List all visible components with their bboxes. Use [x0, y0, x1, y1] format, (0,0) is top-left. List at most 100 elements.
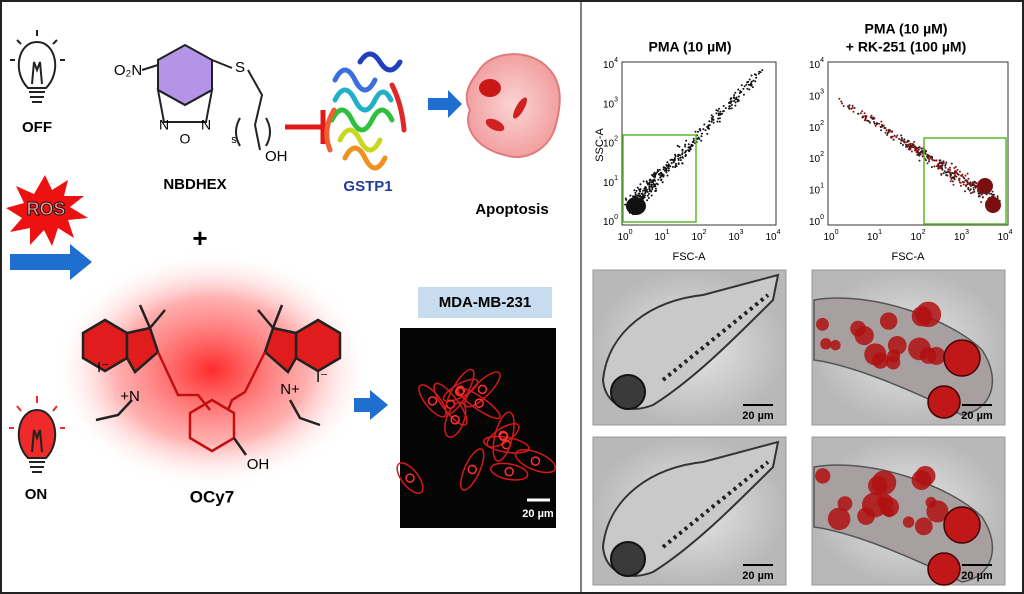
event-dot	[755, 74, 758, 76]
event-dot	[729, 101, 732, 104]
event-dot	[715, 112, 718, 115]
event-dot	[956, 173, 959, 176]
tick-label: 102	[910, 229, 925, 243]
cell	[444, 401, 467, 438]
event-dot	[697, 130, 699, 133]
tick-label: 103	[603, 96, 618, 110]
event-dot	[916, 147, 919, 150]
event-dot	[850, 107, 853, 110]
event-dot	[740, 84, 743, 87]
event-dot	[712, 115, 715, 118]
event-dot	[642, 194, 644, 196]
event-dot	[634, 193, 637, 196]
event-dot	[737, 95, 740, 98]
event-dot	[936, 163, 939, 166]
axis-label: FSC-A	[673, 251, 707, 263]
red-signal	[902, 516, 915, 528]
event-dot	[667, 165, 670, 167]
event-dot	[651, 188, 654, 191]
event-dot	[669, 159, 672, 161]
event-dot	[966, 183, 969, 186]
event-dot	[906, 144, 909, 146]
event-dot	[972, 186, 975, 189]
event-dot	[662, 166, 665, 169]
event-dot	[650, 194, 653, 197]
event-dot	[679, 159, 682, 162]
event-dot	[636, 194, 639, 197]
event-dot	[635, 189, 638, 192]
event-dot	[880, 123, 883, 126]
tick-base: 10	[603, 138, 615, 149]
tick-label: 103	[728, 229, 743, 243]
axis-label: SSC-A	[594, 128, 606, 162]
event-dot	[900, 138, 903, 141]
event-dot	[711, 118, 713, 121]
tick-exponent: 0	[820, 214, 824, 221]
event-dot	[953, 172, 956, 175]
event-dot	[655, 182, 658, 185]
tick-base: 10	[910, 232, 922, 243]
event-dot	[739, 90, 742, 92]
event-dot	[737, 98, 739, 101]
event-dot	[903, 141, 906, 144]
event-dot	[657, 178, 660, 181]
event-dot	[654, 179, 656, 182]
event-dot	[715, 109, 718, 112]
event-dot	[638, 189, 641, 192]
event-dot	[956, 169, 959, 171]
event-dot	[882, 124, 885, 127]
event-dot	[888, 130, 891, 133]
cell-body	[442, 378, 479, 403]
event-dot	[966, 172, 969, 175]
event-dot	[677, 153, 680, 156]
scale-bar-label: 20 µm	[742, 570, 774, 582]
arrow	[354, 390, 388, 420]
atom-label: OH	[265, 148, 288, 165]
event-dot	[980, 193, 983, 196]
event-dot	[672, 161, 675, 164]
event-dot	[944, 166, 947, 169]
event-dot	[650, 184, 653, 187]
event-dot	[666, 174, 669, 177]
tick-exponent: 3	[740, 229, 744, 236]
event-dot	[973, 190, 976, 193]
event-dot	[708, 120, 711, 123]
event-dot	[841, 102, 844, 105]
event-dot	[646, 199, 649, 202]
tick-exponent: 2	[820, 120, 824, 127]
event-dot	[647, 197, 650, 199]
gate	[622, 134, 697, 223]
event-dot	[690, 143, 693, 146]
event-dot	[698, 138, 701, 140]
event-dot	[710, 120, 713, 123]
tick-base: 10	[603, 60, 615, 71]
event-dot	[733, 96, 736, 99]
red-signal	[815, 468, 831, 484]
event-dot	[972, 188, 975, 191]
event-dot	[748, 88, 751, 91]
event-dot	[943, 170, 946, 173]
event-dot	[873, 121, 875, 123]
event-dot	[880, 129, 883, 132]
event-dot	[639, 194, 642, 197]
event-dot	[652, 173, 655, 176]
cell-micrograph	[400, 328, 556, 528]
event-dot	[700, 139, 703, 142]
atom-label: S	[235, 59, 245, 76]
event-dot	[912, 146, 915, 149]
event-dot	[661, 173, 664, 176]
event-dot	[910, 150, 913, 153]
event-dot	[895, 136, 898, 139]
event-dot	[743, 85, 746, 88]
tick-exponent: 3	[965, 229, 969, 236]
event-dot	[927, 155, 930, 158]
event-dot	[646, 190, 649, 193]
dense-core	[985, 197, 1001, 213]
event-dot	[949, 173, 952, 176]
tick-label: 104	[809, 57, 824, 71]
event-dot	[698, 128, 701, 131]
event-dot	[643, 187, 646, 190]
event-dot	[722, 105, 725, 107]
event-dot	[670, 162, 673, 165]
